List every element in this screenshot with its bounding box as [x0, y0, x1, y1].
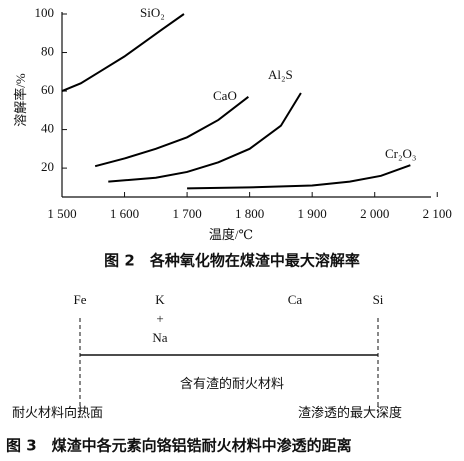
- series-line: [187, 164, 411, 190]
- series-label: CaO: [213, 88, 237, 103]
- element-label: Fe: [74, 292, 87, 307]
- left-label: 耐火材料向热面: [12, 405, 103, 420]
- element-label: Na: [152, 330, 167, 345]
- x-tick-label: 2 100: [423, 206, 452, 221]
- y-tick-label: 100: [35, 5, 55, 20]
- y-tick-label: 80: [41, 44, 54, 59]
- x-tick-label: 1 900: [298, 206, 327, 221]
- series-line: [94, 96, 249, 168]
- series-line: [108, 92, 302, 183]
- series-label: Cr₂O₃: [385, 146, 416, 161]
- y-tick-label: 40: [41, 121, 54, 136]
- y-tick-label: 20: [41, 159, 54, 174]
- x-tick-label: 2 000: [360, 206, 389, 221]
- series-label: SiO₂: [140, 5, 165, 20]
- x-tick-label: 1 700: [172, 206, 201, 221]
- element-label: Si: [373, 292, 384, 307]
- element-label: K: [155, 292, 165, 307]
- series-line: [61, 13, 185, 92]
- y-axis-label: 溶解率/%: [13, 73, 28, 127]
- x-tick-label: 1 600: [110, 206, 139, 221]
- element-label: Ca: [288, 292, 303, 307]
- series-label: Al₂S: [268, 67, 293, 82]
- element-label: +: [156, 311, 163, 326]
- right-label: 渣渗透的最大深度: [298, 405, 402, 420]
- region-label: 含有渣的耐火材料: [180, 376, 284, 391]
- y-tick-label: 60: [41, 82, 54, 97]
- figure-2-caption: 图 2 各种氧化物在煤渣中最大溶解率: [104, 252, 360, 270]
- x-axis-label: 温度/℃: [209, 227, 253, 242]
- x-tick-label: 1 800: [235, 206, 264, 221]
- x-tick-label: 1 500: [47, 206, 76, 221]
- figure-3-caption: 图 3 煤渣中各元素向铬铝锆耐火材料中渗透的距离: [6, 437, 352, 455]
